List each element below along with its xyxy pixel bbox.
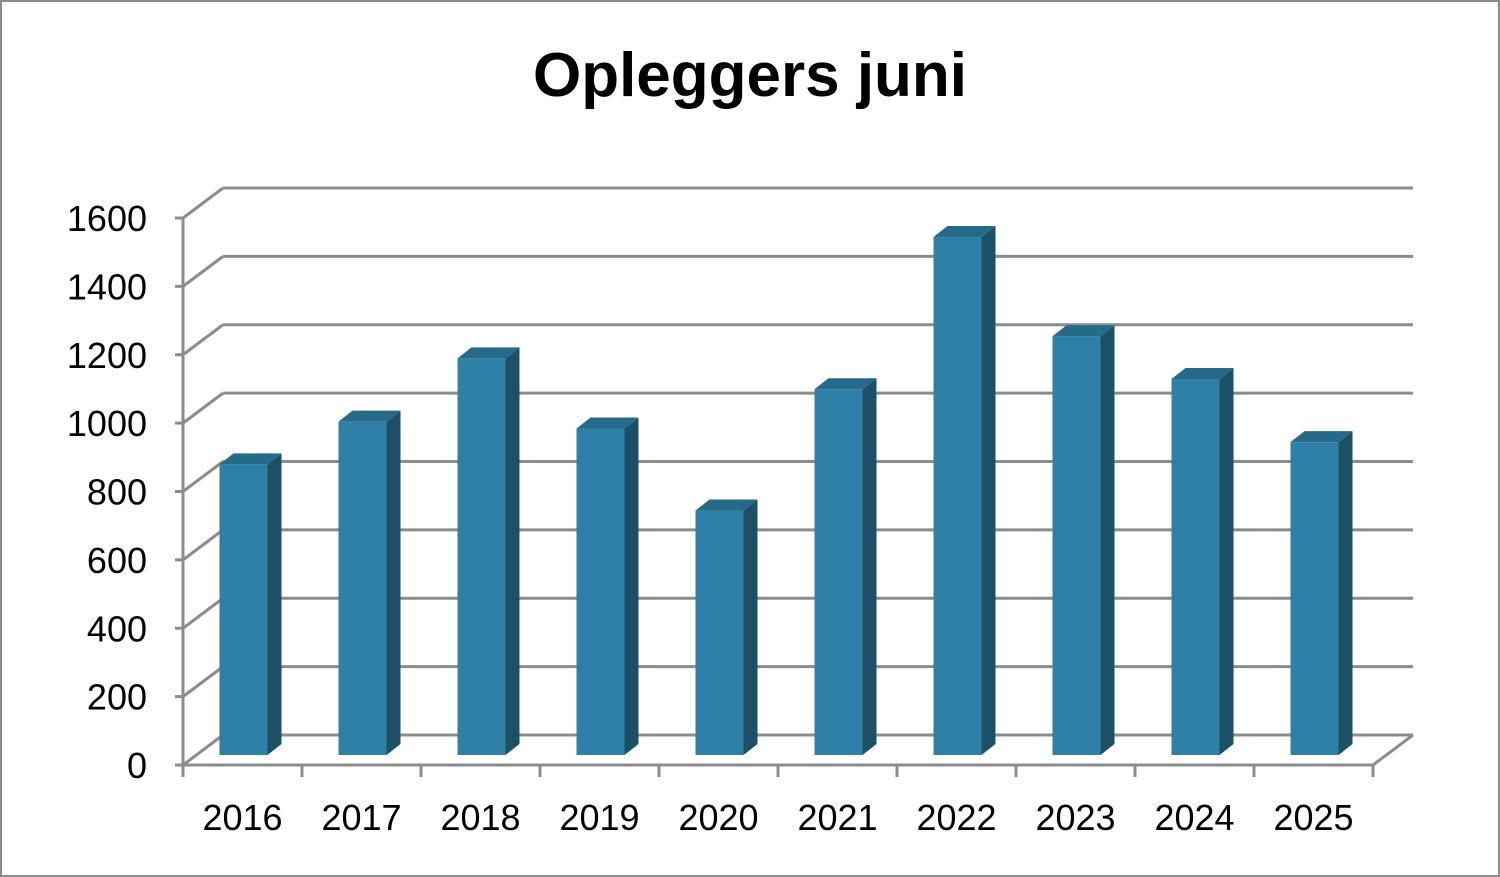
bar-side	[505, 347, 520, 755]
y-tick-label: 1000	[67, 403, 147, 444]
bar-top	[576, 417, 639, 429]
gridline-side	[182, 391, 224, 425]
y-tick-label: 1600	[67, 198, 147, 239]
bar-front	[219, 464, 268, 755]
x-tick-label: 2018	[440, 797, 520, 838]
bar-top	[457, 347, 520, 359]
bar-2025	[1290, 431, 1353, 755]
y-tick-label: 200	[87, 677, 147, 718]
bar-side	[267, 453, 282, 755]
bar-front	[1052, 336, 1101, 755]
bar-2021	[814, 378, 877, 755]
x-tick-label: 2024	[1154, 797, 1234, 838]
bar-top	[814, 378, 877, 390]
x-tick-label: 2025	[1273, 797, 1353, 838]
bar-top	[1290, 431, 1353, 443]
x-tick-label: 2019	[559, 797, 639, 838]
bar-top	[933, 226, 996, 238]
bar-front	[933, 237, 982, 755]
y-tick-label: 1200	[67, 335, 147, 376]
gridline-side	[182, 323, 224, 356]
gridline-side	[182, 597, 224, 630]
y-tick-label: 400	[87, 608, 147, 649]
tick-labels: 0 200 400 600 800 1000 1200 1400 1600 2016 2017 201…	[67, 198, 1354, 838]
x-tick-label: 2022	[916, 797, 996, 838]
bar-2022	[933, 226, 996, 755]
bar-2017	[338, 410, 401, 755]
gridline-side	[182, 186, 224, 220]
bar-front	[457, 358, 506, 755]
gridline-side	[182, 255, 224, 288]
bars	[219, 226, 1353, 755]
x-tick-label: 2020	[678, 797, 758, 838]
gridline-side	[182, 528, 224, 562]
y-tick-label: 800	[87, 472, 147, 513]
bar-2019	[576, 417, 639, 755]
bar-side	[743, 499, 758, 755]
bar-side	[1100, 325, 1115, 755]
bar-front	[814, 389, 863, 755]
bar-2024	[1171, 367, 1234, 755]
bar-2020	[695, 499, 758, 755]
bar-top	[1171, 367, 1234, 379]
bar-front	[695, 510, 744, 755]
x-tick-label: 2016	[202, 797, 282, 838]
x-tick-label: 2017	[321, 797, 401, 838]
y-tick-label: 0	[127, 745, 147, 786]
bar-front	[576, 428, 625, 755]
bar-top	[219, 453, 282, 465]
bar-front	[1290, 442, 1339, 755]
bar-2018	[457, 347, 520, 755]
bar-top	[1052, 325, 1115, 337]
bar-side	[981, 226, 996, 755]
bar-side	[1219, 367, 1234, 755]
y-tick-label: 600	[87, 540, 147, 581]
gridline-side	[182, 460, 224, 493]
bar-top	[695, 499, 758, 511]
bar-side	[862, 378, 877, 755]
gridline-side	[182, 665, 224, 698]
bar-side	[386, 410, 401, 755]
bar-side	[1338, 431, 1353, 755]
axes	[175, 216, 1414, 777]
chart-title: Opleggers juni	[532, 41, 968, 110]
bar-2023	[1052, 325, 1115, 755]
gridline-side	[182, 733, 224, 767]
bar-top	[338, 410, 401, 422]
x-tick-label: 2023	[1035, 797, 1115, 838]
y-tick-label: 1400	[67, 266, 147, 307]
bar-2016	[219, 453, 282, 755]
bar-side	[624, 417, 639, 755]
floor-edge	[1372, 733, 1414, 767]
bar-front	[1171, 378, 1220, 755]
x-tick-label: 2021	[797, 797, 877, 838]
bar-front	[338, 421, 387, 755]
